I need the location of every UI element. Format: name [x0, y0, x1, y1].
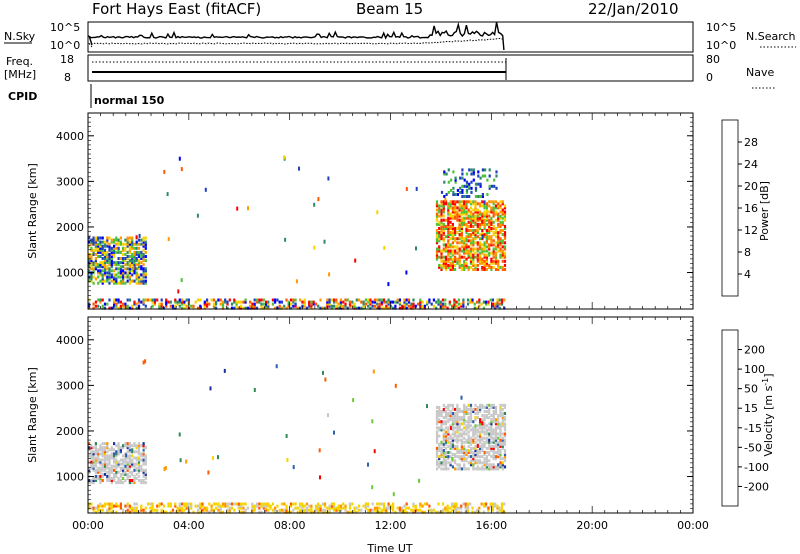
nsearch-tick-bottom: 10^0 — [706, 39, 736, 52]
y-tick-label: 1000 — [56, 267, 84, 280]
colorbar-tick-label: 8 — [744, 246, 751, 259]
freq-panel — [87, 54, 694, 82]
power-panel-frame — [87, 112, 694, 310]
velocity-colorbar-label: Velocity [m s-1] — [761, 373, 776, 456]
freq-tick-top: 18 — [60, 53, 74, 66]
x-tick-label: 08:00 — [274, 519, 306, 532]
velocity-panel-frame — [87, 316, 694, 514]
y-tick-label: 4000 — [56, 334, 84, 347]
colorbar-tick-label: -15 — [744, 422, 762, 435]
colorbar-tick-label: 24 — [744, 158, 758, 171]
nave-label: Nave — [746, 66, 774, 79]
freq-label: Freq. — [6, 55, 33, 68]
y-tick-label: 3000 — [56, 175, 84, 188]
date-title: 22/Jan/2010 — [588, 0, 679, 18]
power-axes: 1000 2000 3000 4000 — [56, 113, 694, 309]
time-axis-label: Time UT — [366, 542, 412, 554]
x-tick-label: 16:00 — [475, 519, 507, 532]
nsearch-label: N.Search — [746, 30, 796, 43]
power-ylabel: Slant Range [km] — [26, 163, 39, 259]
velocity-colorbar: 200 100 50 15 -15 -50 -100 -200 — [721, 329, 769, 507]
colorbar-tick-label: 12 — [744, 224, 758, 237]
nsearch-line — [88, 38, 503, 48]
colorbar-tick-label: 28 — [744, 136, 758, 149]
beam-title: Beam 15 — [356, 0, 423, 18]
y-tick-label: 4000 — [56, 130, 84, 143]
cpid-label: CPID — [8, 90, 37, 103]
x-tick-label: 12:00 — [375, 519, 407, 532]
colorbar-tick-label: 200 — [744, 344, 765, 357]
colorbar-tick-label: 16 — [744, 202, 758, 215]
colorbar-tick-label: 15 — [744, 402, 758, 415]
freq-unit: [MHz] — [4, 68, 36, 81]
nave-tick-bottom: 0 — [706, 71, 713, 84]
nsky-panel — [87, 21, 694, 53]
nsearch-tick-top: 10^5 — [706, 21, 736, 34]
cpid-value: normal 150 — [94, 94, 165, 107]
y-tick-label: 1000 — [56, 471, 84, 484]
station-title: Fort Hays East (fitACF) — [92, 0, 261, 18]
x-tick-label: 00:00 — [677, 519, 709, 532]
colorbar-tick-label: -50 — [744, 441, 762, 454]
velocity-heatmap — [88, 359, 507, 514]
colorbar-tick-label: -200 — [744, 480, 769, 493]
nave-tick-top: 80 — [706, 53, 720, 66]
colorbar-tick-label: 4 — [744, 268, 751, 281]
power-heatmap — [88, 155, 507, 310]
velocity-axes: 1000 2000 3000 4000 00:00 04:00 08:00 12:00 16:0… — [56, 317, 709, 532]
colorbar-tick-label: 100 — [744, 363, 765, 376]
colorbar-tick-label: 50 — [744, 383, 758, 396]
power-colorbar-label: Power [dB] — [758, 181, 771, 241]
y-tick-label: 2000 — [56, 425, 84, 438]
nsky-tick-top: 10^5 — [50, 21, 80, 34]
colorbar-tick-label: -100 — [744, 461, 769, 474]
nsky-tick-bottom: 10^0 — [50, 39, 80, 52]
x-tick-label: 20:00 — [576, 519, 608, 532]
x-tick-label: 04:00 — [173, 519, 205, 532]
y-tick-label: 2000 — [56, 221, 84, 234]
x-tick-label: 00:00 — [72, 519, 104, 532]
y-tick-label: 3000 — [56, 379, 84, 392]
nsky-label: N.Sky — [4, 30, 36, 43]
nsky-line — [88, 21, 505, 51]
freq-tick-bottom: 8 — [64, 71, 71, 84]
colorbar-tick-label: 20 — [744, 180, 758, 193]
power-colorbar: 4 8 12 16 20 24 28 — [721, 119, 758, 297]
velocity-ylabel: Slant Range [km] — [26, 367, 39, 463]
